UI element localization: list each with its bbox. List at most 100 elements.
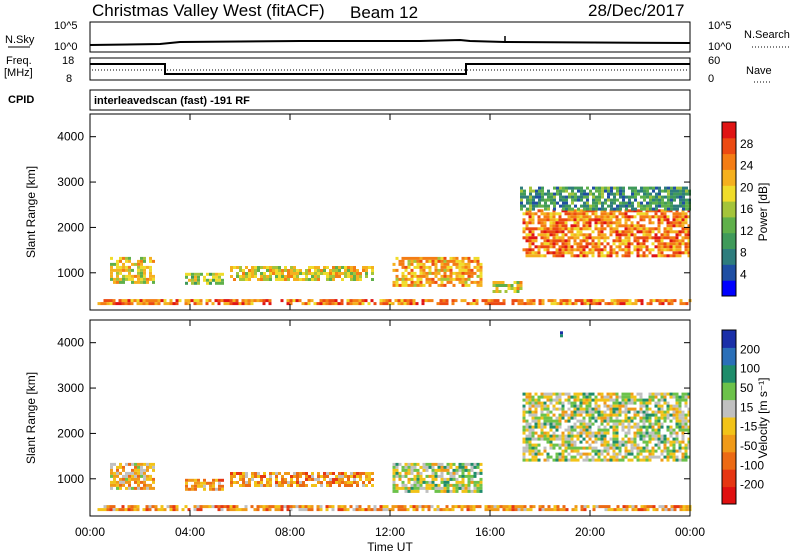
velocity-cell bbox=[606, 431, 610, 435]
power-cell bbox=[618, 245, 622, 249]
power-cell bbox=[592, 299, 596, 303]
velocity-cell bbox=[627, 422, 631, 426]
velocity-cell bbox=[687, 395, 691, 399]
power-cell bbox=[531, 251, 535, 255]
power-cell bbox=[359, 278, 362, 281]
power-cell bbox=[235, 302, 239, 306]
velocity-cell bbox=[606, 419, 610, 423]
power-cell bbox=[449, 277, 453, 281]
velocity-cell bbox=[684, 449, 688, 453]
power-cell bbox=[461, 262, 465, 266]
power-cell bbox=[495, 281, 499, 284]
velocity-cell bbox=[606, 428, 610, 432]
power-cell bbox=[398, 277, 402, 281]
power-cell bbox=[675, 224, 679, 228]
velocity-cell bbox=[681, 437, 685, 441]
velocity-cell bbox=[567, 395, 571, 399]
velocity-cell bbox=[356, 475, 359, 478]
power-cell bbox=[625, 302, 629, 306]
power-cell bbox=[200, 272, 203, 276]
velocity-cell bbox=[684, 404, 688, 408]
power-cell bbox=[610, 189, 613, 193]
velocity-cell bbox=[478, 505, 482, 509]
power-cell bbox=[531, 242, 535, 246]
velocity-cell bbox=[682, 505, 686, 509]
velocity-cell bbox=[528, 431, 532, 435]
velocity-cell bbox=[289, 505, 293, 509]
power-cell bbox=[461, 268, 465, 272]
power-cell bbox=[528, 218, 532, 222]
velocity-cell bbox=[657, 440, 661, 444]
power-cell bbox=[349, 299, 353, 303]
power-cell bbox=[286, 299, 290, 303]
power-cell bbox=[619, 302, 623, 306]
velocity-cell bbox=[362, 484, 365, 487]
velocity-cell bbox=[655, 508, 659, 512]
velocity-cell bbox=[365, 475, 368, 478]
power-cell bbox=[446, 262, 450, 266]
power-cell bbox=[679, 204, 682, 208]
power-cell bbox=[648, 218, 652, 222]
power-cell bbox=[254, 272, 257, 275]
velocity-cell bbox=[540, 401, 544, 405]
velocity-cell bbox=[624, 395, 628, 399]
velocity-cell bbox=[633, 440, 637, 444]
power-cell bbox=[537, 233, 541, 237]
velocity-cell bbox=[407, 480, 411, 484]
power-cell bbox=[612, 242, 616, 246]
velocity-cell bbox=[344, 484, 347, 487]
power-cell bbox=[353, 278, 356, 281]
power-cell bbox=[570, 251, 574, 255]
power-cell bbox=[205, 299, 209, 303]
velocity-cell bbox=[437, 489, 441, 493]
velocity-cell bbox=[663, 446, 667, 450]
velocity-cell bbox=[534, 422, 538, 426]
power-cell bbox=[577, 299, 581, 303]
power-cell bbox=[410, 277, 414, 281]
velocity-cell bbox=[621, 395, 625, 399]
power-cell bbox=[549, 233, 553, 237]
power-cell bbox=[467, 259, 471, 263]
power-cell bbox=[543, 239, 547, 243]
power-cell bbox=[663, 215, 667, 219]
velocity-cell bbox=[585, 452, 589, 456]
power-cell bbox=[537, 248, 541, 252]
velocity-cell bbox=[112, 505, 116, 509]
velocity-cell bbox=[625, 505, 629, 509]
power-cell bbox=[403, 299, 407, 303]
power-cell bbox=[576, 212, 580, 216]
velocity-cell bbox=[621, 410, 625, 414]
velocity-cell bbox=[137, 474, 140, 478]
power-cell bbox=[140, 265, 143, 269]
velocity-cell bbox=[621, 443, 625, 447]
velocity-cell bbox=[341, 472, 344, 475]
velocity-cell bbox=[621, 419, 625, 423]
power-region bbox=[185, 272, 224, 285]
power-cell bbox=[540, 254, 544, 258]
power-cell bbox=[624, 218, 628, 222]
power-cell bbox=[601, 207, 604, 211]
velocity-cell bbox=[362, 481, 365, 484]
power-cell bbox=[607, 204, 610, 208]
power-colorbar-frame bbox=[721, 121, 737, 297]
power-cell bbox=[654, 245, 658, 249]
velocity-cell bbox=[684, 446, 688, 450]
velocity-cell bbox=[546, 413, 550, 417]
power-cell bbox=[574, 186, 577, 190]
power-cell bbox=[669, 245, 673, 249]
velocity-cell bbox=[675, 437, 679, 441]
velocity-cell bbox=[675, 416, 679, 420]
velocity-cell bbox=[476, 486, 480, 490]
velocity-cell bbox=[588, 392, 592, 396]
power-cell bbox=[687, 242, 691, 246]
velocity-cell bbox=[624, 446, 628, 450]
power-cell bbox=[658, 299, 662, 303]
power-cell bbox=[398, 259, 402, 263]
power-cell bbox=[600, 212, 604, 216]
power-cell bbox=[332, 269, 335, 272]
velocity-cell bbox=[639, 416, 643, 420]
velocity-cell bbox=[531, 410, 535, 414]
power-cell bbox=[594, 236, 598, 240]
power-cell bbox=[669, 248, 673, 252]
velocity-cell bbox=[266, 478, 269, 481]
